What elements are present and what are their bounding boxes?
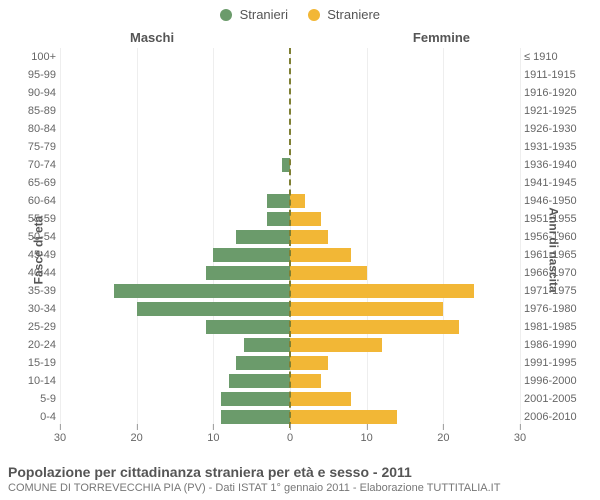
plot-area: 100+≤ 191095-991911-191590-941916-192085… xyxy=(60,48,520,428)
age-label: 50-54 xyxy=(12,228,56,246)
birth-years-label: ≤ 1910 xyxy=(524,48,590,66)
legend-swatch-male xyxy=(220,9,232,21)
birth-years-label: 2001-2005 xyxy=(524,390,590,408)
birth-years-label: 1976-1980 xyxy=(524,300,590,318)
birth-years-label: 1946-1950 xyxy=(524,192,590,210)
bar-male xyxy=(221,392,290,406)
side-title-male: Maschi xyxy=(130,30,174,45)
legend-item-female: Straniere xyxy=(308,6,380,22)
birth-years-label: 1996-2000 xyxy=(524,372,590,390)
bar-female xyxy=(290,212,321,226)
bar-male xyxy=(221,410,290,424)
bar-female xyxy=(290,266,367,280)
chart-subtitle: COMUNE DI TORREVECCHIA PIA (PV) - Dati I… xyxy=(8,482,592,494)
age-label: 80-84 xyxy=(12,120,56,138)
age-label: 20-24 xyxy=(12,336,56,354)
birth-years-label: 1911-1915 xyxy=(524,66,590,84)
age-label: 90-94 xyxy=(12,84,56,102)
bar-male xyxy=(267,212,290,226)
birth-years-label: 1956-1960 xyxy=(524,228,590,246)
bar-female xyxy=(290,410,397,424)
age-label: 25-29 xyxy=(12,318,56,336)
bar-female xyxy=(290,230,328,244)
legend-swatch-female xyxy=(308,9,320,21)
age-label: 100+ xyxy=(12,48,56,66)
birth-years-label: 1926-1930 xyxy=(524,120,590,138)
age-label: 75-79 xyxy=(12,138,56,156)
bar-male xyxy=(206,266,290,280)
legend-label-male: Stranieri xyxy=(240,7,288,22)
birth-years-label: 1966-1970 xyxy=(524,264,590,282)
bar-female xyxy=(290,248,351,262)
age-label: 70-74 xyxy=(12,156,56,174)
bar-female xyxy=(290,284,474,298)
bar-male xyxy=(213,248,290,262)
x-tick: 10 xyxy=(361,430,373,442)
bar-male xyxy=(114,284,290,298)
birth-years-label: 1981-1985 xyxy=(524,318,590,336)
x-tick: 20 xyxy=(437,430,449,442)
chart-title: Popolazione per cittadinanza straniera p… xyxy=(8,464,592,480)
age-label: 10-14 xyxy=(12,372,56,390)
age-label: 5-9 xyxy=(12,390,56,408)
birth-years-label: 1986-1990 xyxy=(524,336,590,354)
birth-years-label: 1931-1935 xyxy=(524,138,590,156)
age-label: 30-34 xyxy=(12,300,56,318)
birth-years-label: 2006-2010 xyxy=(524,408,590,426)
bar-female xyxy=(290,392,351,406)
birth-years-label: 1936-1940 xyxy=(524,156,590,174)
age-label: 95-99 xyxy=(12,66,56,84)
x-axis: 3020100102030 xyxy=(60,430,520,448)
chart-footer: Popolazione per cittadinanza straniera p… xyxy=(8,464,592,494)
x-tick: 30 xyxy=(54,430,66,442)
birth-years-label: 1991-1995 xyxy=(524,354,590,372)
bar-male xyxy=(206,320,290,334)
bar-female xyxy=(290,194,305,208)
age-label: 0-4 xyxy=(12,408,56,426)
age-label: 35-39 xyxy=(12,282,56,300)
bar-male xyxy=(137,302,290,316)
bar-female xyxy=(290,320,459,334)
x-tick: 20 xyxy=(131,430,143,442)
x-tick: 0 xyxy=(287,430,293,442)
age-label: 65-69 xyxy=(12,174,56,192)
population-pyramid-chart: Stranieri Straniere Maschi Femmine Fasce… xyxy=(0,0,600,500)
birth-years-label: 1921-1925 xyxy=(524,102,590,120)
bar-female xyxy=(290,356,328,370)
birth-years-label: 1971-1975 xyxy=(524,282,590,300)
bar-male xyxy=(236,356,290,370)
bar-male xyxy=(267,194,290,208)
age-label: 55-59 xyxy=(12,210,56,228)
bar-female xyxy=(290,338,382,352)
birth-years-label: 1941-1945 xyxy=(524,174,590,192)
birth-years-label: 1961-1965 xyxy=(524,246,590,264)
birth-years-label: 1916-1920 xyxy=(524,84,590,102)
x-tick: 30 xyxy=(514,430,526,442)
side-title-female: Femmine xyxy=(413,30,470,45)
age-label: 85-89 xyxy=(12,102,56,120)
bar-female xyxy=(290,302,443,316)
bar-male xyxy=(244,338,290,352)
center-divider xyxy=(289,48,291,428)
age-label: 60-64 xyxy=(12,192,56,210)
legend: Stranieri Straniere xyxy=(0,6,600,22)
age-label: 15-19 xyxy=(12,354,56,372)
legend-item-male: Stranieri xyxy=(220,6,288,22)
bar-female xyxy=(290,374,321,388)
birth-years-label: 1951-1955 xyxy=(524,210,590,228)
legend-label-female: Straniere xyxy=(327,7,380,22)
age-label: 40-44 xyxy=(12,264,56,282)
x-tick: 10 xyxy=(207,430,219,442)
bar-male xyxy=(236,230,290,244)
age-label: 45-49 xyxy=(12,246,56,264)
bar-male xyxy=(229,374,290,388)
